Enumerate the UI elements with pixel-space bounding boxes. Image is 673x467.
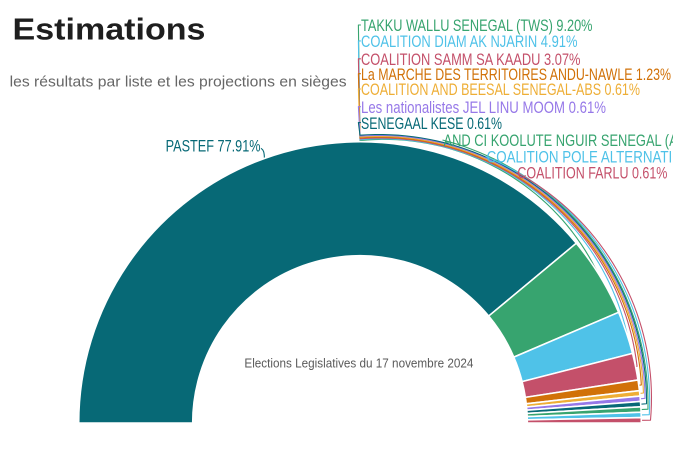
svg-text:les résultats par liste et les: les résultats par liste et les projectio… [10,74,347,91]
svg-text:COALITION SAMM SA KAADU 3.07%: COALITION SAMM SA KAADU 3.07% [361,51,581,69]
svg-text:COALITION AND BEESAL SENEGAL-A: COALITION AND BEESAL SENEGAL-ABS 0.61% [361,81,640,99]
svg-text:La MARCHE DES TERRITOIRES ANDU: La MARCHE DES TERRITOIRES ANDU-NAWLE 1.2… [361,66,671,84]
svg-text:Les nationalistes JEL LINU MOO: Les nationalistes JEL LINU MOOM 0.61% [361,99,606,117]
svg-text:COALITION POLE ALTERNATIF 3E V: COALITION POLE ALTERNATIF 3E VOIE 0.61% [487,148,673,166]
svg-text:PASTEF 77.91%: PASTEF 77.91% [166,137,261,155]
svg-text:COALITION FARLU 0.61%: COALITION FARLU 0.61% [517,165,667,183]
svg-text:AND CI KOOLUTE NGUIR SENEGAL (: AND CI KOOLUTE NGUIR SENEGAL (ACKS) 0.61… [444,132,673,150]
svg-text:TAKKU WALLU SENEGAL (TWS) 9.20: TAKKU WALLU SENEGAL (TWS) 9.20% [361,17,593,35]
svg-text:SENEGAAL KESE 0.61%: SENEGAAL KESE 0.61% [361,115,502,133]
svg-text:COALITION DIAM AK NJARIN 4.91%: COALITION DIAM AK NJARIN 4.91% [361,33,578,51]
svg-text:Elections Legislatives du 17 n: Elections Legislatives du 17 novembre 20… [244,356,473,371]
svg-text:Estimations: Estimations [13,12,206,47]
